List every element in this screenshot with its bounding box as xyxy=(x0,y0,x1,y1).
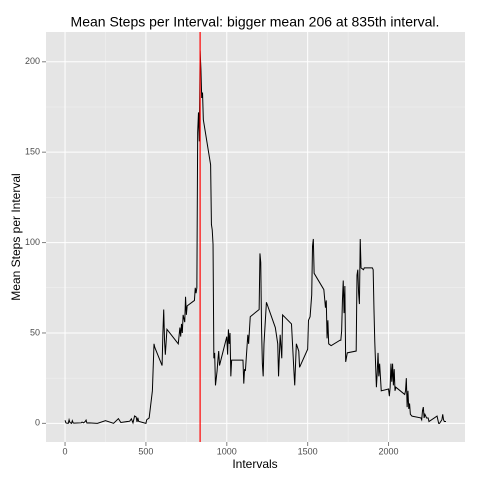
x-tick-label: 1500 xyxy=(298,446,318,456)
data-line xyxy=(64,50,446,425)
y-axis-label: Mean Steps per Interval xyxy=(9,173,23,300)
x-tick-label: 1000 xyxy=(217,446,237,456)
y-tick-label: 150 xyxy=(25,147,40,157)
x-tick-label: 2000 xyxy=(379,446,399,456)
y-tick-label: 0 xyxy=(35,418,40,428)
chart-title: Mean Steps per Interval: bigger mean 206… xyxy=(71,14,440,30)
y-tick-label: 100 xyxy=(25,237,40,247)
y-tick-label: 50 xyxy=(30,327,40,337)
plot-panel xyxy=(46,32,465,442)
x-tick-label: 500 xyxy=(138,446,153,456)
y-tick-label: 200 xyxy=(25,56,40,66)
x-axis-label: Intervals xyxy=(232,457,277,471)
x-tick-label: 0 xyxy=(63,446,68,456)
